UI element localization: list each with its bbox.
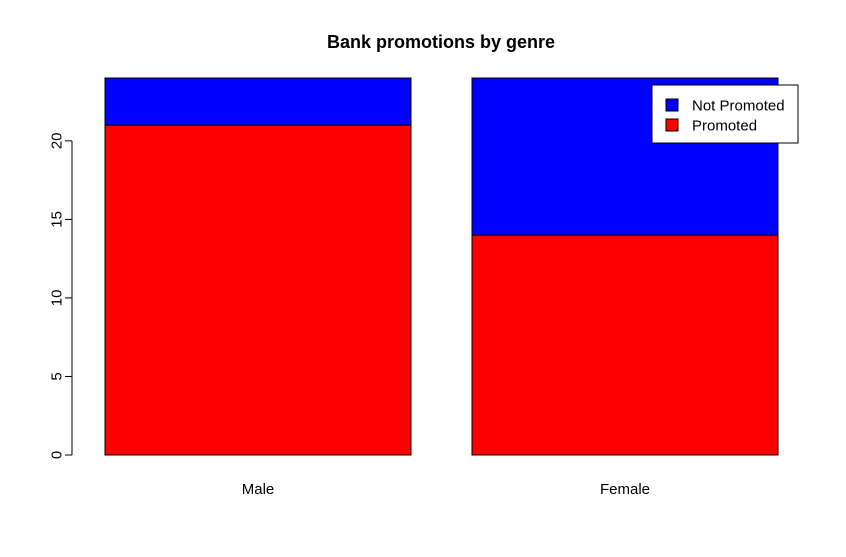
y-tick-label: 10 bbox=[48, 290, 65, 307]
legend-swatch bbox=[665, 118, 679, 132]
bars bbox=[104, 77, 779, 456]
chart-title: Bank promotions by genre bbox=[327, 32, 555, 52]
y-axis: 0 5 10 15 20 bbox=[48, 132, 73, 459]
bar-segment-promoted-male bbox=[104, 124, 412, 456]
bar-segment-not-promoted-male bbox=[104, 77, 412, 126]
legend: Not Promoted Promoted bbox=[651, 84, 799, 144]
x-category-labels: Male Female bbox=[242, 481, 650, 498]
y-tick-label: 20 bbox=[48, 132, 65, 149]
y-tick-label: 15 bbox=[48, 211, 65, 228]
bar-segment-promoted-female bbox=[471, 234, 779, 456]
legend-swatch bbox=[665, 98, 679, 112]
x-category-label: Male bbox=[242, 481, 275, 498]
legend-box bbox=[651, 84, 799, 144]
legend-label: Not Promoted bbox=[692, 97, 785, 114]
y-tick-label: 0 bbox=[48, 451, 65, 459]
y-tick-label: 5 bbox=[48, 372, 65, 380]
x-category-label: Female bbox=[600, 481, 650, 498]
legend-label: Promoted bbox=[692, 117, 757, 134]
